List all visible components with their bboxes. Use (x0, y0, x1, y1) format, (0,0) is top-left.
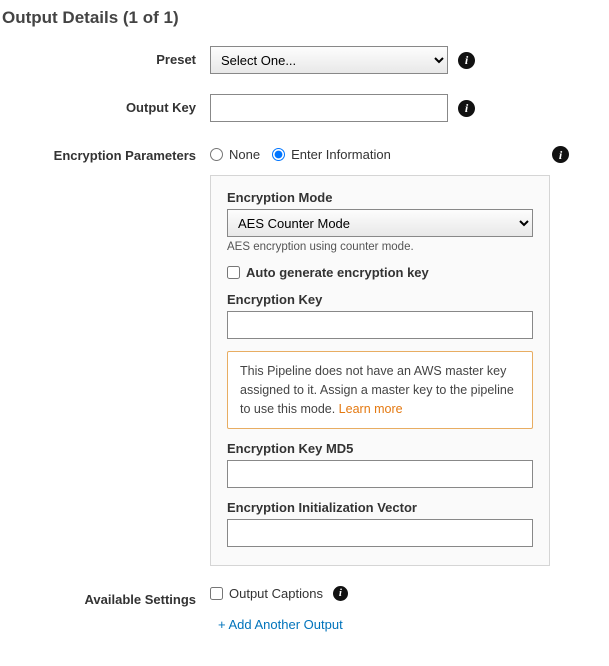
encryption-params-label: Encryption Parameters (0, 142, 210, 163)
available-settings-row: Available Settings Output Captions i (0, 586, 599, 607)
preset-row: Preset Select One... i (0, 46, 599, 74)
output-key-label: Output Key (0, 94, 210, 115)
preset-label: Preset (0, 46, 210, 67)
encryption-md5-label: Encryption Key MD5 (227, 441, 533, 456)
output-captions-label: Output Captions (229, 586, 323, 601)
encryption-key-label: Encryption Key (227, 292, 533, 307)
learn-more-link[interactable]: Learn more (339, 402, 403, 416)
encryption-iv-label: Encryption Initialization Vector (227, 500, 533, 515)
encryption-mode-label: Encryption Mode (227, 190, 533, 205)
encryption-params-row: Encryption Parameters None Enter Informa… (0, 142, 599, 566)
available-settings-label: Available Settings (0, 586, 210, 607)
add-another-output-link[interactable]: + Add Another Output (218, 617, 599, 632)
encryption-key-input[interactable] (227, 311, 533, 339)
output-key-row: Output Key i (0, 94, 599, 122)
encryption-mode-help: AES encryption using counter mode. (227, 241, 533, 253)
preset-select[interactable]: Select One... (210, 46, 448, 74)
encryption-none-radio[interactable] (210, 148, 223, 161)
auto-generate-key-checkbox[interactable] (227, 266, 240, 279)
encryption-enter-label: Enter Information (291, 147, 391, 162)
info-icon[interactable]: i (552, 146, 569, 163)
info-icon[interactable]: i (458, 52, 475, 69)
encryption-iv-input[interactable] (227, 519, 533, 547)
encryption-panel: Encryption Mode AES Counter Mode AES enc… (210, 175, 550, 566)
encryption-none-label: None (229, 147, 260, 162)
output-captions-checkbox[interactable] (210, 587, 223, 600)
info-icon[interactable]: i (458, 100, 475, 117)
pipeline-warning: This Pipeline does not have an AWS maste… (227, 351, 533, 429)
encryption-mode-select[interactable]: AES Counter Mode (227, 209, 533, 237)
encryption-md5-input[interactable] (227, 460, 533, 488)
auto-generate-key-label: Auto generate encryption key (246, 265, 429, 280)
info-icon[interactable]: i (333, 586, 348, 601)
output-key-input[interactable] (210, 94, 448, 122)
section-heading: Output Details (1 of 1) (0, 8, 599, 28)
encryption-enter-radio[interactable] (272, 148, 285, 161)
